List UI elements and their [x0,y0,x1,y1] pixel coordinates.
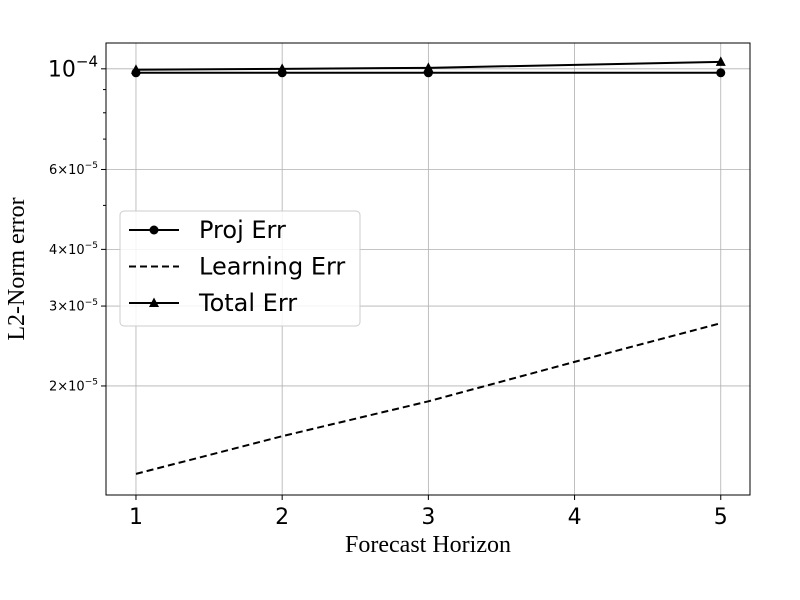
y-tick-base: 6×10 [49,163,85,178]
legend-label: Learning Err [199,253,345,281]
y-tick-label: 6×10−5 [49,161,98,178]
point [423,62,434,72]
y-tick-label: 10−4 [48,53,98,83]
y-axis-label: L2-Norm error [4,197,30,340]
x-tick-label: 2 [275,505,289,530]
x-axis-label: Forecast Horizon [345,532,511,558]
y-tick-exponent: −5 [85,378,98,388]
y-tick-exponent: −4 [76,53,98,71]
y-tick-base: 2×10 [49,380,85,395]
y-tick-label: 4×10−5 [49,241,98,258]
legend-label: Proj Err [199,216,286,244]
y-tick-base: 4×10 [49,243,85,258]
y-tick-base: 10 [48,58,76,83]
point [130,64,141,74]
legend-marker [149,297,159,307]
x-tick-label: 5 [714,505,728,530]
y-tick-exponent: −5 [85,161,98,171]
point [716,68,726,78]
y-tick-exponent: −5 [85,241,98,251]
legend-label: Total Err [198,289,297,317]
plot-frame [105,42,751,496]
y-tick-base: 3×10 [49,300,85,315]
legend-marker [149,225,159,235]
y-tick-label: 2×10−5 [49,378,98,395]
x-tick-label: 4 [568,505,582,530]
x-tick-label: 3 [421,505,435,530]
y-tick-label: 3×10−5 [49,298,98,315]
y-tick-exponent: −5 [85,298,98,308]
x-tick-label: 1 [129,505,143,530]
point [715,56,726,66]
legend: Proj Err Learning Err Total Err [119,210,361,327]
line [135,60,721,71]
point [277,63,288,73]
legend-box [119,210,361,327]
line [135,322,722,475]
